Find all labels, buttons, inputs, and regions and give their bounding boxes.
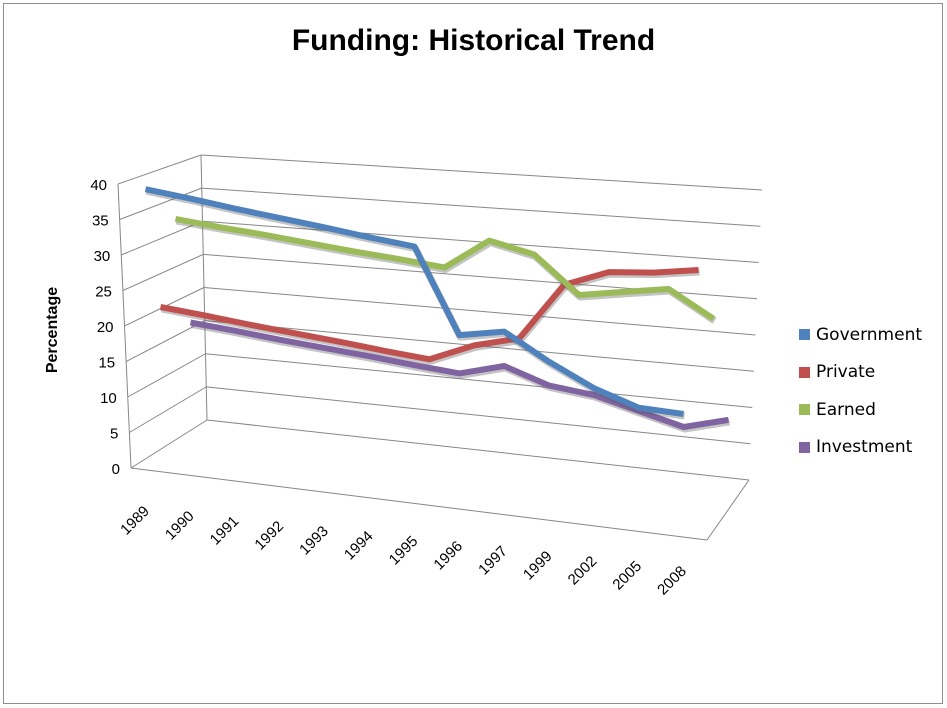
chart-walls [117,154,750,541]
legend-swatch [799,441,810,453]
gridline-side [117,154,202,185]
legend-item-investment: Investment [799,429,922,467]
y-tick-label: 20 [97,319,114,336]
x-tick-label: 1996 [430,538,466,574]
legend-item-earned: Earned [799,391,922,429]
gridline [205,353,753,408]
y-tick-label: 40 [90,177,107,194]
gridline [206,419,750,481]
y-axis-ticks: 0 5 10 15 20 25 30 35 40 [90,177,120,478]
x-tick-label: 1994 [341,528,377,564]
floor-right-edge [706,479,750,541]
chart-frame [3,3,943,704]
legend-swatch [799,329,810,341]
chart-title: Funding: Historical Trend [291,24,656,57]
x-tick-label: 1989 [117,503,153,539]
y-axis-label: Percentage [44,287,61,373]
gridline [206,386,751,445]
legend-label: Private [816,362,876,383]
floor-front-edge [130,467,708,541]
gridline-side [125,320,205,362]
y-tick-label: 0 [112,461,120,478]
gridline-side [119,187,202,220]
gridline-side [129,386,207,433]
gridline-side [130,419,208,469]
gridline [201,187,761,227]
y-tick-label: 10 [100,390,117,407]
gridline-side [127,353,206,398]
y-tick-label: 25 [95,284,112,301]
y-tick-label: 35 [92,213,109,230]
series-shadow-government [145,187,685,420]
x-tick-label: 1999 [520,548,556,584]
legend-label: Earned [816,399,876,420]
legend-label: Investment [816,437,913,458]
gridline [200,154,763,191]
legend-label: Government [816,324,923,345]
x-tick-label: 2008 [654,563,690,599]
x-tick-label: 1992 [251,518,287,554]
x-tick-label: 2005 [609,558,645,594]
legend-swatch [799,366,810,378]
x-tick-label: 2002 [565,553,601,589]
x-axis-ticks: 1989 1990 1991 1992 1993 1994 1995 1996 1997 1999… [117,503,690,599]
x-tick-label: 1997 [475,543,511,579]
x-tick-label: 1990 [162,508,198,544]
y-tick-label: 15 [98,355,115,372]
gridline-side [121,220,203,256]
y-tick-label: 5 [110,426,118,443]
y-tick-label: 30 [94,248,111,265]
legend-swatch [799,404,810,416]
gridline [203,287,756,336]
x-tick-label: 1991 [207,513,243,549]
x-tick-label: 1995 [386,533,422,569]
gridline [202,220,759,263]
x-tick-label: 1993 [296,523,332,559]
gridline-side [122,253,204,291]
chart-legend: Government Private Earned Investment [799,316,922,466]
legend-item-government: Government [799,316,922,354]
legend-item-private: Private [799,354,922,392]
chart-series [144,186,731,433]
